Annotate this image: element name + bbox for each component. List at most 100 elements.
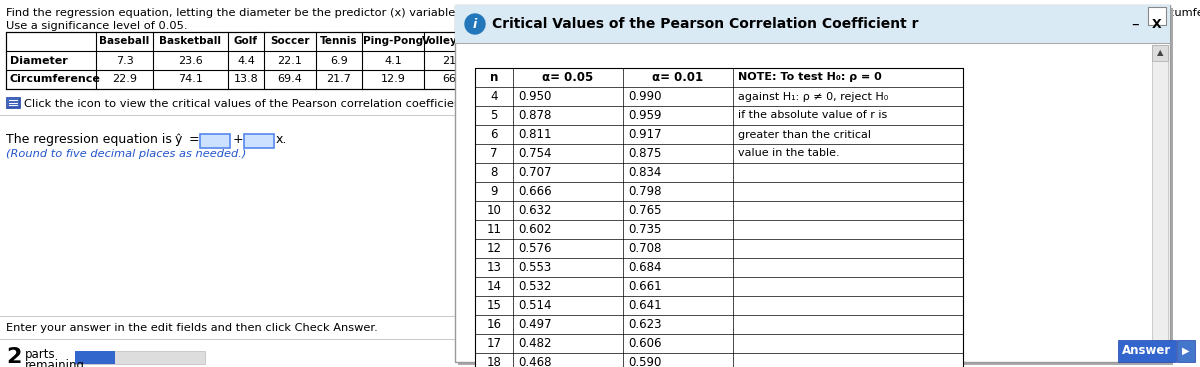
Text: 6: 6	[491, 128, 498, 141]
Text: 0.990: 0.990	[628, 90, 661, 103]
Text: α= 0.01: α= 0.01	[653, 71, 703, 84]
Text: 21.7: 21.7	[326, 75, 352, 84]
Text: if the absolute value of r is: if the absolute value of r is	[738, 110, 887, 120]
Text: remaining: remaining	[25, 359, 85, 367]
Text: Golf: Golf	[234, 36, 258, 47]
Text: ▼: ▼	[1157, 348, 1163, 356]
Text: 23.6: 23.6	[178, 55, 203, 65]
Text: 6.9: 6.9	[330, 55, 348, 65]
Text: 4.4: 4.4	[238, 55, 254, 65]
Text: Find the regression equation, letting the diameter be the predictor (x) variable: Find the regression equation, letting th…	[6, 8, 1200, 18]
Text: 21.2: 21.2	[443, 55, 468, 65]
Bar	[1152, 45, 1168, 61]
Bar	[1152, 45, 1168, 360]
Text: 0.707: 0.707	[518, 166, 552, 179]
Text: –: –	[1132, 17, 1139, 32]
Text: 14: 14	[486, 280, 502, 293]
Bar	[74, 351, 205, 364]
Text: 0.482: 0.482	[518, 337, 552, 350]
Bar	[455, 5, 1170, 43]
Text: 0.553: 0.553	[518, 261, 551, 274]
Text: i: i	[473, 18, 478, 30]
Text: 12: 12	[486, 242, 502, 255]
Bar	[244, 134, 274, 148]
Text: 8: 8	[491, 166, 498, 179]
Bar	[6, 97, 20, 108]
Bar	[1118, 340, 1176, 362]
Text: 0.666: 0.666	[518, 185, 552, 198]
Bar	[1152, 344, 1168, 360]
Text: NOTE: To test H₀: ρ = 0: NOTE: To test H₀: ρ = 0	[738, 73, 882, 83]
Text: Answer: Answer	[1122, 345, 1171, 357]
Text: 4: 4	[491, 90, 498, 103]
Text: Click the icon to view the critical values of the Pearson correlation coefficien: Click the icon to view the critical valu…	[24, 99, 476, 109]
Text: +: +	[233, 133, 244, 146]
Text: (Round to five decimal places as needed.): (Round to five decimal places as needed.…	[6, 149, 246, 159]
Text: 0.497: 0.497	[518, 318, 552, 331]
Bar	[475, 68, 964, 367]
Text: Soccer: Soccer	[270, 36, 310, 47]
Text: 15: 15	[486, 299, 502, 312]
Text: 0.798: 0.798	[628, 185, 661, 198]
Text: 0.641: 0.641	[628, 299, 661, 312]
Text: 0.917: 0.917	[628, 128, 661, 141]
Text: 0.834: 0.834	[628, 166, 661, 179]
Text: n: n	[490, 71, 498, 84]
Text: 0.623: 0.623	[628, 318, 661, 331]
Text: 0.468: 0.468	[518, 356, 552, 367]
Text: 0.735: 0.735	[628, 223, 661, 236]
Text: 74.1: 74.1	[178, 75, 203, 84]
Circle shape	[466, 14, 485, 34]
Text: ⊞: ⊞	[478, 37, 485, 46]
Text: 11: 11	[486, 223, 502, 236]
Text: 4.1: 4.1	[384, 55, 402, 65]
Text: Basketball: Basketball	[160, 36, 222, 47]
Text: against H₁: ρ ≠ 0, reject H₀: against H₁: ρ ≠ 0, reject H₀	[738, 91, 888, 102]
Text: 7: 7	[491, 147, 498, 160]
Text: Diameter: Diameter	[10, 55, 67, 65]
Text: α= 0.05: α= 0.05	[542, 71, 594, 84]
Text: 10: 10	[486, 204, 502, 217]
Text: 2: 2	[6, 347, 22, 367]
Text: Circumference: Circumference	[10, 75, 101, 84]
Text: 0.878: 0.878	[518, 109, 551, 122]
Text: =: =	[185, 133, 204, 146]
Text: 0.590: 0.590	[628, 356, 661, 367]
Bar	[7, 98, 19, 107]
Bar	[458, 8, 1174, 365]
Text: 0.606: 0.606	[628, 337, 661, 350]
Text: 0.632: 0.632	[518, 204, 552, 217]
Text: X: X	[1152, 18, 1162, 30]
Text: 7.3: 7.3	[115, 55, 133, 65]
Text: 0.754: 0.754	[518, 147, 552, 160]
Text: 22.1: 22.1	[277, 55, 302, 65]
Text: 0.514: 0.514	[518, 299, 552, 312]
Bar	[74, 351, 115, 364]
Text: parts: parts	[25, 348, 55, 361]
Text: 0.950: 0.950	[518, 90, 551, 103]
Text: x.: x.	[276, 133, 287, 146]
Text: 16: 16	[486, 318, 502, 331]
Text: 0.708: 0.708	[628, 242, 661, 255]
Text: ▶: ▶	[1182, 346, 1189, 356]
Text: 13: 13	[486, 261, 502, 274]
Bar	[1177, 340, 1195, 362]
Text: Use a significance level of 0.05.: Use a significance level of 0.05.	[6, 21, 187, 31]
Text: 0.602: 0.602	[518, 223, 552, 236]
Text: 17: 17	[486, 337, 502, 350]
Text: 66.6: 66.6	[443, 75, 467, 84]
Text: Tennis: Tennis	[320, 36, 358, 47]
Bar	[6, 32, 486, 89]
Bar	[200, 134, 230, 148]
Text: 5: 5	[491, 109, 498, 122]
Text: value in the table.: value in the table.	[738, 149, 840, 159]
Text: 69.4: 69.4	[277, 75, 302, 84]
Text: 12.9: 12.9	[380, 75, 406, 84]
Text: Enter your answer in the edit fields and then click Check Answer.: Enter your answer in the edit fields and…	[6, 323, 378, 333]
Text: 0.959: 0.959	[628, 109, 661, 122]
Text: ▲: ▲	[1157, 48, 1163, 58]
Text: 18: 18	[486, 356, 502, 367]
Text: 0.811: 0.811	[518, 128, 552, 141]
Text: 0.532: 0.532	[518, 280, 551, 293]
Text: ŷ: ŷ	[175, 133, 182, 146]
